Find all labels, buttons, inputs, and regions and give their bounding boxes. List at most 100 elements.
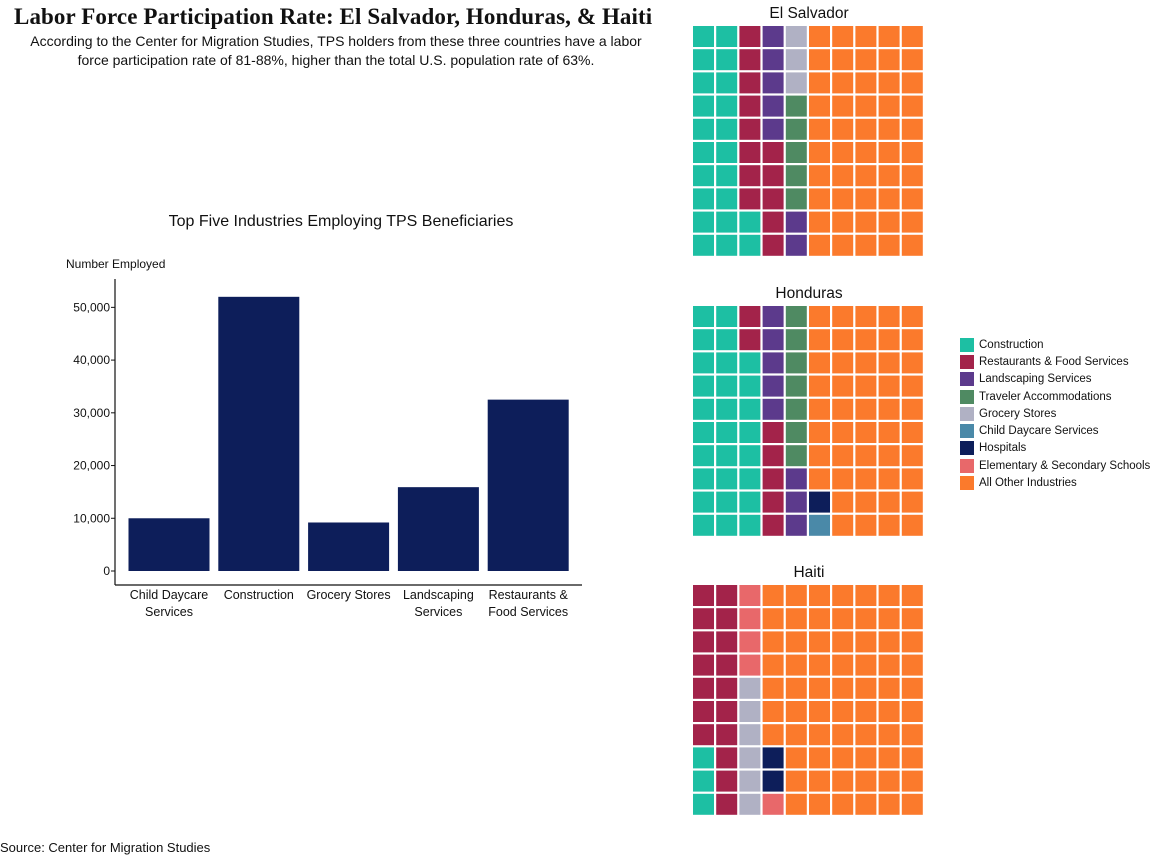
waffle-cell bbox=[855, 724, 877, 746]
waffle-cell bbox=[785, 49, 807, 71]
waffle-cell bbox=[809, 329, 830, 351]
waffle-cell bbox=[809, 352, 830, 374]
waffle-cell bbox=[809, 118, 830, 140]
waffle-cell bbox=[832, 724, 854, 746]
waffle-cell bbox=[855, 585, 877, 606]
waffle-cell bbox=[739, 608, 761, 630]
waffle-cell bbox=[739, 701, 761, 722]
waffle-cell bbox=[832, 608, 854, 630]
x-tick-label: Construction bbox=[224, 588, 294, 602]
waffle-cell bbox=[901, 234, 923, 256]
legend-label: Restaurants & Food Services bbox=[979, 355, 1129, 368]
waffle-cell bbox=[855, 95, 877, 117]
waffle-cell bbox=[693, 677, 714, 699]
legend-swatch bbox=[960, 389, 974, 404]
waffle-cell bbox=[762, 188, 784, 210]
waffle-cell bbox=[785, 188, 807, 210]
waffle-cell bbox=[762, 352, 784, 374]
waffle-cell bbox=[855, 375, 877, 397]
waffle-cell bbox=[739, 398, 761, 420]
waffle-cell bbox=[855, 747, 877, 769]
waffle-cell bbox=[716, 329, 738, 351]
waffle-cell bbox=[693, 631, 714, 653]
waffle-cell bbox=[762, 95, 784, 117]
waffle-cell bbox=[739, 188, 761, 210]
waffle-cell bbox=[901, 468, 923, 490]
bar bbox=[128, 518, 210, 571]
waffle-cell bbox=[693, 747, 714, 769]
waffle-cell bbox=[739, 72, 761, 94]
waffle-cell bbox=[762, 654, 784, 676]
y-tick-label: 20,000 bbox=[73, 459, 110, 473]
waffle-cell bbox=[693, 491, 714, 513]
waffle-cell bbox=[693, 608, 714, 630]
legend-item: Child Daycare Services bbox=[960, 422, 1150, 439]
waffle-cell bbox=[832, 654, 854, 676]
waffle-cell bbox=[809, 677, 830, 699]
waffle-cell bbox=[785, 165, 807, 187]
y-tick-label: 30,000 bbox=[73, 406, 110, 420]
waffle-cell bbox=[832, 375, 854, 397]
waffle-cell bbox=[855, 654, 877, 676]
waffle-cell bbox=[716, 747, 738, 769]
waffle-cell bbox=[832, 95, 854, 117]
waffle-cell bbox=[878, 329, 900, 351]
waffle-cell bbox=[901, 188, 923, 210]
waffle-cell bbox=[878, 352, 900, 374]
waffle-cell bbox=[809, 234, 830, 256]
waffle-cell bbox=[693, 770, 714, 792]
waffle-cell bbox=[878, 654, 900, 676]
legend-label: Elementary & Secondary Schools bbox=[979, 459, 1151, 472]
waffle-cell bbox=[809, 375, 830, 397]
waffle-cell bbox=[809, 724, 830, 746]
waffle-cell bbox=[832, 770, 854, 792]
waffle-cell bbox=[716, 631, 738, 653]
waffle-cell bbox=[878, 514, 900, 536]
waffle-cell bbox=[878, 445, 900, 467]
waffle-cell bbox=[716, 234, 738, 256]
waffle-cell bbox=[832, 306, 854, 327]
waffle-cell bbox=[716, 142, 738, 163]
waffle-cell bbox=[693, 701, 714, 722]
waffle-cell bbox=[762, 747, 784, 769]
waffle-cell bbox=[785, 585, 807, 606]
legend-swatch bbox=[960, 406, 974, 421]
waffle-cell bbox=[832, 72, 854, 94]
waffle-title: El Salvador bbox=[769, 5, 848, 22]
waffle-cell bbox=[762, 234, 784, 256]
x-tick-label: Landscaping bbox=[403, 588, 474, 602]
waffle-cell bbox=[762, 468, 784, 490]
waffle-cell bbox=[878, 95, 900, 117]
waffle-cell bbox=[785, 677, 807, 699]
waffle-cell bbox=[878, 49, 900, 71]
waffle-cell bbox=[739, 142, 761, 163]
waffle-cell bbox=[739, 95, 761, 117]
waffle-cell bbox=[739, 211, 761, 233]
waffle-cell bbox=[832, 118, 854, 140]
waffle-cell bbox=[785, 514, 807, 536]
waffle-cell bbox=[693, 375, 714, 397]
waffle-cell bbox=[739, 329, 761, 351]
legend-label: Landscaping Services bbox=[979, 373, 1092, 386]
waffle-cell bbox=[855, 514, 877, 536]
waffle-cell bbox=[693, 514, 714, 536]
waffle-cell bbox=[739, 514, 761, 536]
waffle-cell bbox=[855, 770, 877, 792]
waffle-cell bbox=[762, 211, 784, 233]
legend-swatch bbox=[960, 354, 974, 369]
waffle-cell bbox=[762, 165, 784, 187]
waffle-cell bbox=[901, 585, 923, 606]
waffle-cell bbox=[878, 165, 900, 187]
x-tick-label: Child Daycare bbox=[130, 588, 209, 602]
waffle-cell bbox=[693, 468, 714, 490]
waffle-cell bbox=[716, 514, 738, 536]
waffle-cell bbox=[878, 677, 900, 699]
waffle-cell bbox=[762, 26, 784, 47]
waffle-cell bbox=[739, 118, 761, 140]
waffle-cell bbox=[809, 793, 830, 815]
waffle-cell bbox=[739, 724, 761, 746]
waffle-cell bbox=[739, 770, 761, 792]
waffle-cell bbox=[878, 793, 900, 815]
bar bbox=[218, 296, 300, 571]
waffle-cell bbox=[832, 188, 854, 210]
